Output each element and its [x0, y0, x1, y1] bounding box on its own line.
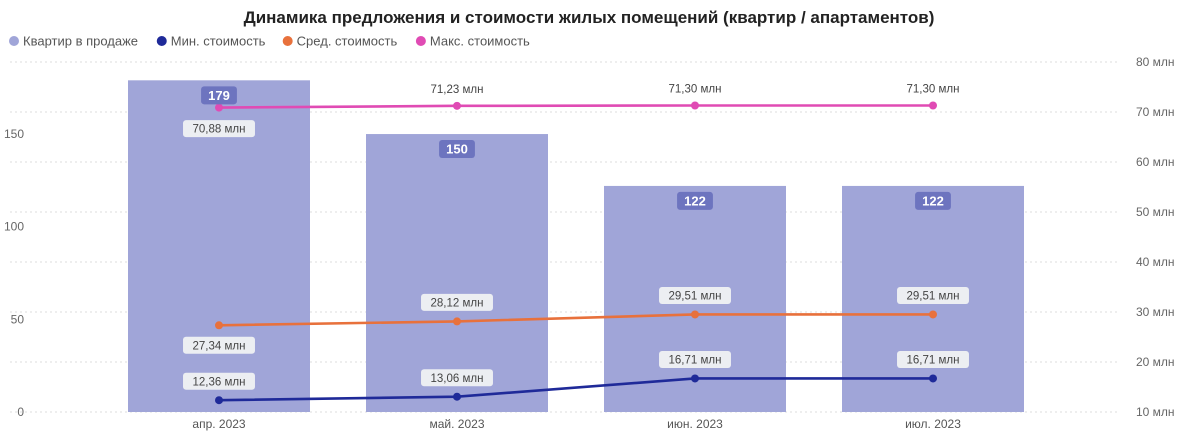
data-point	[929, 310, 937, 319]
y-left-tick-label: 0	[17, 405, 24, 419]
data-label-bg	[659, 350, 731, 368]
data-label: 29,51 млн	[907, 291, 960, 303]
data-label: 16,71 млн	[907, 355, 960, 367]
data-label-bg	[659, 286, 731, 304]
data-label: 150	[446, 142, 468, 157]
series-line	[218, 377, 933, 402]
data-point	[453, 317, 461, 326]
data-point	[215, 396, 223, 405]
legend: Квартир в продаже Мин. стоимость Сред. сто…	[9, 34, 530, 49]
y-right-tick-label: 40 млн	[1136, 255, 1175, 269]
data-label: 71,23 млн	[431, 84, 484, 96]
y-right-tick-label: 60 млн	[1136, 155, 1175, 169]
data-labels: 179 150 122 122 12,36 млн 13,06 млн 16,71 млн 1…	[183, 84, 969, 390]
legend-marker	[9, 36, 19, 46]
y-right-tick-label: 20 млн	[1136, 355, 1175, 369]
x-tick-label: июл. 2023	[905, 417, 961, 431]
series-line	[218, 313, 933, 327]
data-label-bg	[897, 286, 969, 304]
data-label: 29,51 млн	[669, 291, 722, 303]
data-label: 71,30 млн	[907, 84, 960, 96]
lines	[215, 101, 937, 405]
y-right-tick-label: 50 млн	[1136, 205, 1175, 219]
data-label-bg	[183, 372, 255, 390]
legend-entry: Сред. стоимость	[297, 34, 398, 49]
data-point	[453, 392, 461, 401]
data-label: 27,34 млн	[193, 340, 246, 352]
data-label: 70,88 млн	[193, 124, 246, 136]
data-point	[691, 374, 699, 383]
data-point	[929, 374, 937, 383]
data-label: 12,36 млн	[193, 376, 246, 388]
y-left-tick-label: 150	[4, 127, 24, 141]
series-line	[218, 104, 933, 109]
y-right-tick-label: 80 млн	[1136, 55, 1175, 69]
data-label: 13,06 млн	[431, 373, 484, 385]
data-point	[453, 101, 461, 110]
y-right-tick-label: 10 млн	[1136, 405, 1175, 419]
legend-entry: Квартир в продаже	[23, 34, 138, 49]
y-left-tick-label: 100	[4, 220, 24, 234]
data-label-bg	[183, 120, 255, 138]
data-label-bg	[201, 86, 237, 105]
legend-entry: Мин. стоимость	[171, 34, 266, 49]
legend-marker	[415, 36, 426, 46]
data-point	[691, 310, 699, 319]
data-label: 122	[684, 194, 706, 209]
data-label-bg	[421, 293, 493, 311]
legend-marker	[156, 36, 167, 46]
data-label-bg	[677, 191, 713, 210]
legend-marker	[282, 36, 293, 46]
data-label-bg	[915, 191, 951, 210]
data-point	[215, 103, 223, 112]
bar	[366, 134, 548, 413]
legend-entry: Макс. стоимость	[430, 34, 530, 49]
data-label: 122	[922, 194, 944, 209]
data-label-bg	[897, 350, 969, 368]
data-label: 71,30 млн	[669, 84, 722, 96]
y-left-tick-label: 50	[11, 312, 25, 326]
data-label: 179	[208, 88, 230, 103]
data-label-bg	[439, 140, 475, 159]
x-tick-label: май. 2023	[430, 417, 485, 431]
chart-title: Динамика предложения и стоимости жилых п…	[244, 8, 935, 27]
x-axis: апр. 2023 май. 2023 июн. 2023 июл. 2023	[192, 417, 961, 431]
x-tick-label: июн. 2023	[667, 417, 723, 431]
y-axis-right: 10 млн 20 млн 30 млн 40 млн 50 млн 60 млн 70 м…	[1136, 55, 1175, 419]
data-label-bg	[421, 369, 493, 387]
bars	[128, 80, 1024, 413]
y-right-tick-label: 70 млн	[1136, 105, 1175, 119]
data-label: 16,71 млн	[669, 355, 722, 367]
data-label-bg	[183, 336, 255, 354]
y-axis-left: 0 50 100 150	[4, 127, 24, 419]
x-tick-label: апр. 2023	[192, 417, 246, 431]
data-label: 28,12 млн	[431, 298, 484, 310]
data-point	[215, 321, 223, 330]
y-right-tick-label: 30 млн	[1136, 305, 1175, 319]
data-point	[691, 101, 699, 110]
data-point	[929, 101, 937, 110]
